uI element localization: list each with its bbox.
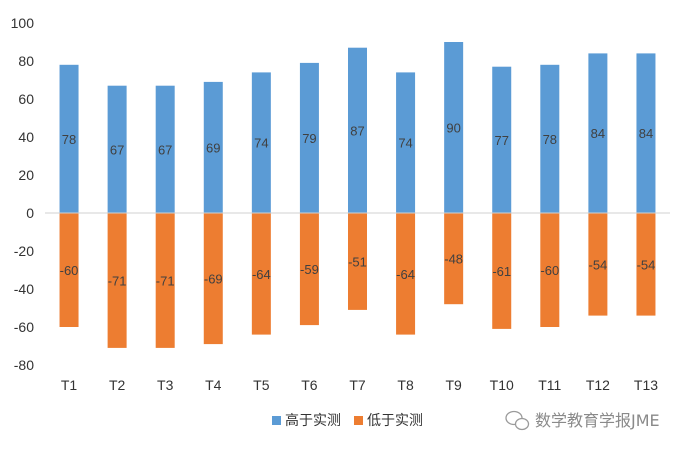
data-label: -48 [444, 252, 463, 267]
y-tick-label: 40 [18, 129, 34, 145]
data-label: -54 [637, 257, 656, 272]
bar-below [540, 213, 560, 327]
x-tick-label: T8 [397, 377, 414, 393]
legend: 高于实测 低于实测 [272, 412, 423, 429]
bar-above [155, 85, 175, 213]
x-tick-label: T12 [586, 377, 610, 393]
data-label: 84 [639, 126, 653, 141]
data-label: 67 [158, 142, 172, 157]
legend-swatch [354, 416, 363, 425]
data-label: 78 [62, 132, 76, 147]
wechat-icon-bubble-small [514, 417, 530, 431]
bar-above [588, 53, 608, 214]
bar-above [492, 66, 512, 213]
bar-below [348, 213, 367, 310]
bar-below [636, 213, 656, 316]
bar-above [251, 72, 271, 214]
bar-below [107, 213, 127, 348]
data-label: -64 [252, 267, 271, 282]
bar-below [251, 213, 271, 335]
bar-above [59, 64, 79, 213]
data-label: -60 [60, 263, 79, 278]
bar-below [444, 213, 464, 305]
bar-above [348, 47, 367, 214]
data-label: 87 [350, 123, 364, 138]
x-tick-label: T9 [445, 377, 462, 393]
y-tick-label: -20 [14, 243, 34, 259]
x-tick-label: T10 [490, 377, 514, 393]
data-label: -51 [348, 254, 367, 269]
data-label: 77 [494, 133, 508, 148]
x-tick-label: T5 [253, 377, 270, 393]
y-tick-label: 0 [26, 205, 34, 221]
bar-below [588, 213, 608, 316]
y-tick-label: 80 [18, 53, 34, 69]
x-tick-label: T11 [538, 377, 561, 393]
y-tick-label: -40 [14, 281, 34, 297]
bar-above [203, 81, 223, 214]
bar-above [396, 72, 416, 214]
y-tick-label: 60 [18, 91, 34, 107]
x-tick-label: T7 [349, 377, 366, 393]
data-label: -59 [300, 262, 319, 277]
data-label: 69 [206, 140, 220, 155]
data-label: -54 [588, 257, 607, 272]
x-tick-label: T4 [205, 377, 222, 393]
y-tick-label: 20 [18, 167, 34, 183]
bar-above [444, 42, 464, 213]
x-tick-label: T1 [61, 377, 78, 393]
x-axis: T1 T2 T3 T4 T5 T6 T7 T8 T9 T10 T11 T12 T13 [61, 377, 658, 393]
legend-label: 高于实测 [285, 412, 341, 429]
data-label: 84 [591, 126, 605, 141]
x-tick-label: T6 [301, 377, 318, 393]
data-label: 74 [254, 136, 268, 151]
bar-below [203, 213, 223, 345]
data-label: -71 [108, 273, 127, 288]
bar-below [59, 213, 79, 327]
data-label: -64 [396, 267, 415, 282]
legend-label: 低于实测 [367, 413, 423, 429]
data-label: 90 [446, 121, 460, 136]
y-tick-label: 100 [11, 15, 35, 31]
x-tick-label: T2 [109, 377, 126, 393]
bar-above [107, 85, 127, 213]
x-tick-label: T13 [634, 377, 658, 393]
plot-area: 78 67 67 69 74 79 87 74 90 77 78 84 84 -60 -71 -71 -69 -6… [59, 42, 656, 348]
data-label: -69 [204, 272, 223, 287]
data-label: 78 [543, 132, 557, 147]
watermark: 数学教育学报JME [505, 410, 660, 431]
y-tick-label: -80 [14, 357, 34, 373]
data-label: 67 [110, 142, 124, 157]
data-label: -71 [156, 273, 175, 288]
legend-swatch [272, 416, 281, 425]
bar-below [155, 213, 175, 348]
data-label: 74 [398, 136, 412, 151]
y-tick-label: -60 [14, 319, 34, 335]
bar-below [396, 213, 416, 335]
data-label: -61 [492, 264, 511, 279]
y-axis: 100 80 60 40 20 0 -20 -40 -60 -80 [11, 15, 35, 373]
bar-below [299, 213, 319, 326]
wechat-icon [505, 410, 530, 431]
data-label: -60 [540, 263, 559, 278]
bar-above [636, 53, 656, 214]
bar-above [540, 64, 560, 213]
data-label: 79 [302, 131, 316, 146]
bar-above [299, 62, 319, 214]
x-tick-label: T3 [157, 377, 174, 393]
watermark-text: 数学教育学报JME [535, 411, 660, 430]
bar-below [492, 213, 512, 329]
